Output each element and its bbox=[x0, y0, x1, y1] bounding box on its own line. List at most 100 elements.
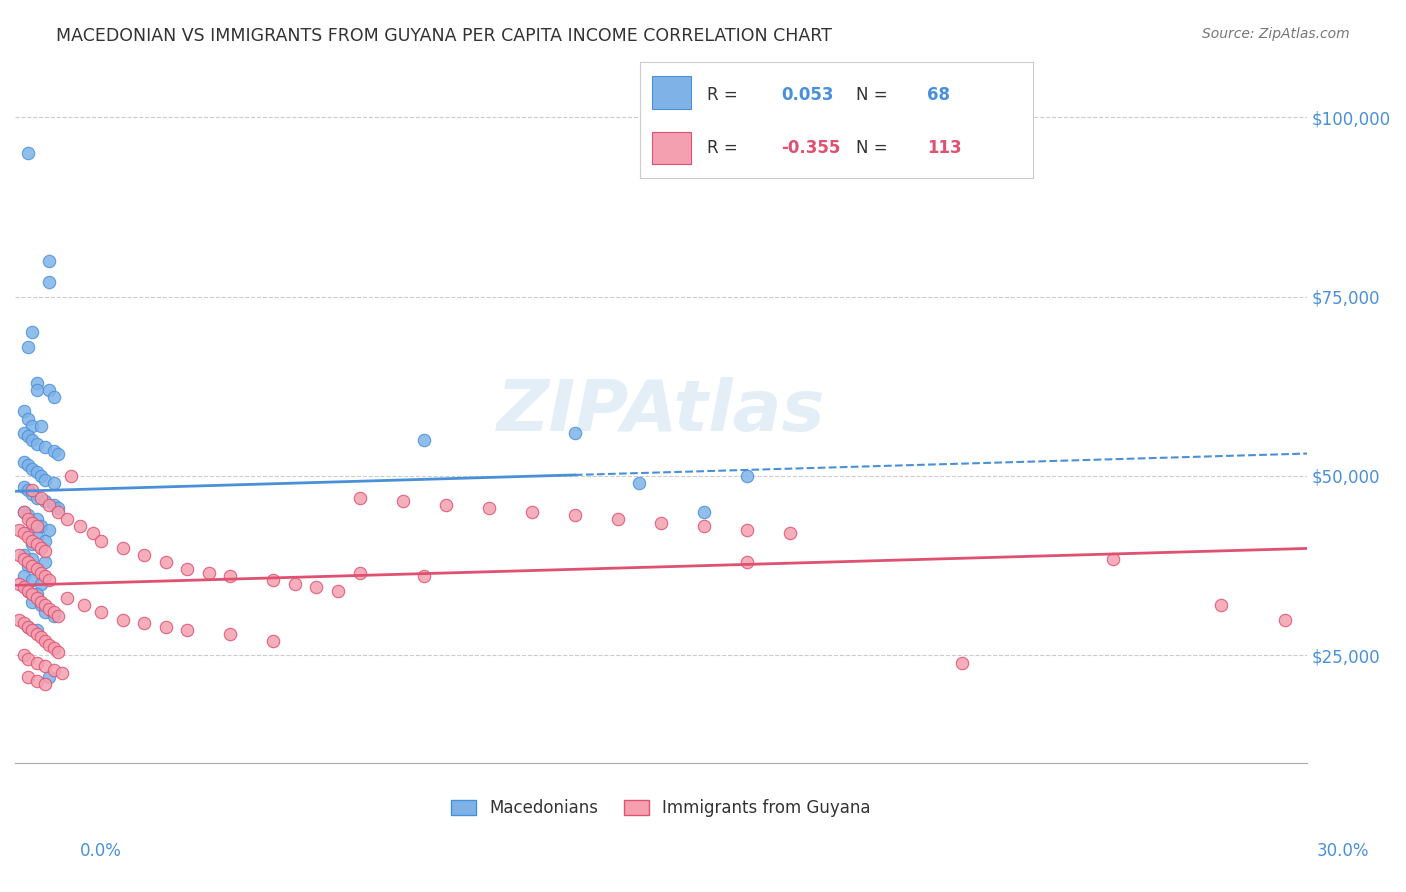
Point bbox=[21, 551, 44, 566]
Point bbox=[21, 483, 44, 498]
FancyBboxPatch shape bbox=[651, 132, 690, 164]
Legend: Macedonians, Immigrants from Guyana: Macedonians, Immigrants from Guyana bbox=[443, 790, 879, 825]
Text: 0.053: 0.053 bbox=[782, 86, 834, 103]
Point bbox=[8, 613, 31, 627]
Point bbox=[25, 383, 48, 397]
Point bbox=[30, 469, 52, 483]
Point bbox=[46, 505, 69, 519]
Point bbox=[198, 566, 221, 580]
Point bbox=[30, 541, 52, 555]
Point bbox=[8, 576, 31, 591]
Point bbox=[42, 606, 65, 620]
Point bbox=[55, 512, 77, 526]
Point bbox=[564, 425, 586, 440]
Point bbox=[25, 466, 48, 480]
Point bbox=[155, 620, 177, 634]
Point bbox=[34, 555, 56, 569]
Point bbox=[693, 505, 716, 519]
Point bbox=[17, 620, 39, 634]
Point bbox=[17, 411, 39, 425]
Point bbox=[69, 519, 91, 533]
Point bbox=[478, 501, 501, 516]
Point bbox=[111, 613, 134, 627]
Point bbox=[25, 587, 48, 601]
Point bbox=[21, 587, 44, 601]
Point bbox=[38, 498, 60, 512]
Point bbox=[262, 634, 284, 648]
Point bbox=[25, 562, 48, 576]
Point bbox=[25, 627, 48, 641]
Point bbox=[34, 544, 56, 558]
Point bbox=[38, 670, 60, 684]
Text: R =: R = bbox=[707, 139, 742, 157]
Point bbox=[38, 383, 60, 397]
Point bbox=[111, 541, 134, 555]
Point bbox=[13, 404, 35, 418]
Point bbox=[73, 598, 96, 612]
Point bbox=[693, 519, 716, 533]
Point bbox=[21, 326, 44, 340]
Point bbox=[13, 480, 35, 494]
Point bbox=[13, 648, 35, 663]
Point bbox=[30, 598, 52, 612]
Point bbox=[25, 537, 48, 551]
Point bbox=[38, 601, 60, 615]
Point bbox=[650, 516, 672, 530]
Point bbox=[155, 555, 177, 569]
Point bbox=[25, 512, 48, 526]
Point bbox=[34, 598, 56, 612]
Point bbox=[13, 505, 35, 519]
Text: ZIPAtlas: ZIPAtlas bbox=[496, 376, 825, 446]
Point bbox=[46, 501, 69, 516]
Text: R =: R = bbox=[707, 86, 742, 103]
Point bbox=[46, 609, 69, 624]
Point bbox=[38, 573, 60, 587]
Point bbox=[30, 566, 52, 580]
Point bbox=[13, 505, 35, 519]
Text: 113: 113 bbox=[927, 139, 962, 157]
Text: -0.355: -0.355 bbox=[782, 139, 841, 157]
Point bbox=[25, 656, 48, 670]
Point bbox=[25, 591, 48, 605]
Point bbox=[305, 580, 328, 594]
Point bbox=[25, 562, 48, 576]
Point bbox=[82, 526, 104, 541]
Point bbox=[413, 569, 436, 583]
Point bbox=[90, 606, 112, 620]
Text: 0.0%: 0.0% bbox=[80, 842, 122, 860]
Point bbox=[25, 530, 48, 544]
Point bbox=[38, 523, 60, 537]
Point bbox=[607, 512, 630, 526]
Point bbox=[735, 469, 758, 483]
Point bbox=[628, 476, 651, 491]
Point bbox=[30, 594, 52, 608]
Point bbox=[13, 526, 35, 541]
Point bbox=[55, 591, 77, 605]
Point bbox=[17, 583, 39, 598]
Point bbox=[25, 436, 48, 450]
Point bbox=[30, 519, 52, 533]
Point bbox=[779, 526, 801, 541]
Point bbox=[349, 566, 371, 580]
Point bbox=[34, 677, 56, 691]
Point bbox=[21, 487, 44, 501]
Point bbox=[13, 580, 35, 594]
Point bbox=[42, 498, 65, 512]
Point bbox=[38, 253, 60, 268]
Point bbox=[51, 666, 73, 681]
Point bbox=[21, 433, 44, 447]
Point bbox=[434, 498, 457, 512]
Point bbox=[34, 533, 56, 548]
Point bbox=[17, 583, 39, 598]
Point bbox=[34, 659, 56, 673]
Point bbox=[38, 275, 60, 289]
Point bbox=[413, 433, 436, 447]
Point bbox=[17, 458, 39, 473]
Point bbox=[17, 429, 39, 443]
Point bbox=[25, 376, 48, 390]
Point bbox=[391, 494, 413, 508]
Text: N =: N = bbox=[856, 86, 893, 103]
Point bbox=[8, 548, 31, 562]
Point bbox=[25, 624, 48, 638]
Point bbox=[952, 656, 974, 670]
